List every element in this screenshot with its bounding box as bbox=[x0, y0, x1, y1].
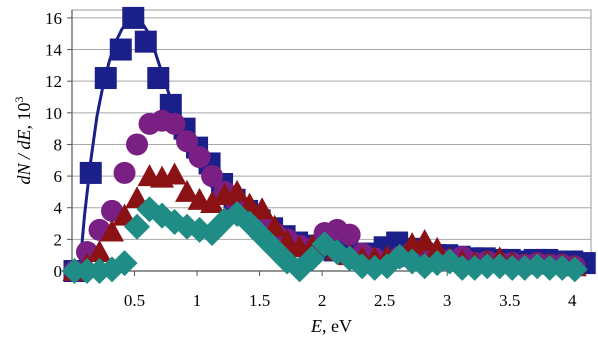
y-tick-label-8: 16 bbox=[45, 9, 62, 28]
y-tick-label-1: 2 bbox=[54, 230, 63, 249]
triangle-point-13 bbox=[225, 179, 250, 202]
y-axis-title: dN / dE, 103 bbox=[12, 96, 34, 184]
x-tick-label-0: 0.5 bbox=[124, 291, 145, 310]
y-tick-label-2: 4 bbox=[54, 199, 63, 218]
circle-point-4 bbox=[113, 161, 136, 184]
triangle-point-2 bbox=[87, 240, 112, 263]
x-tick-label-4: 2.5 bbox=[374, 291, 395, 310]
diamond-point-40 bbox=[561, 256, 588, 283]
triangle-point-15 bbox=[250, 197, 275, 220]
diamond-point-20 bbox=[311, 231, 338, 258]
triangle-point-9 bbox=[175, 179, 200, 202]
y-axis-title-variable: dN / dE bbox=[14, 129, 34, 184]
circle-point-3 bbox=[101, 199, 124, 222]
diamond-point-5 bbox=[124, 213, 151, 240]
y-tick-label-3: 6 bbox=[54, 167, 63, 186]
series-diamond bbox=[61, 196, 588, 284]
circle-point-9 bbox=[176, 130, 199, 153]
diamond-point-4 bbox=[111, 250, 138, 277]
x-tick-label-6: 3.5 bbox=[499, 291, 520, 310]
y-tick-label-4: 8 bbox=[54, 135, 63, 154]
x-tick-label-3: 2 bbox=[318, 291, 327, 310]
y-axis-title-unit: , 10 bbox=[14, 102, 34, 129]
square-point-3 bbox=[109, 38, 132, 61]
square-point-2 bbox=[94, 67, 117, 90]
x-tick-label-2: 1.5 bbox=[249, 291, 270, 310]
x-axis-title-variable: E bbox=[310, 316, 322, 336]
y-tick-label-0: 0 bbox=[54, 262, 63, 281]
x-tick-label-1: 1 bbox=[193, 291, 202, 310]
square-point-6 bbox=[147, 67, 170, 90]
circle-point-22 bbox=[338, 223, 361, 246]
triangle-point-5 bbox=[125, 186, 150, 209]
y-tick-label-5: 10 bbox=[45, 104, 62, 123]
triangle-point-29 bbox=[425, 236, 450, 259]
y-axis-title-exponent: 3 bbox=[12, 96, 26, 102]
square-point-1 bbox=[79, 161, 102, 184]
triangle-point-3 bbox=[100, 219, 125, 242]
circle-point-8 bbox=[163, 112, 186, 135]
circle-point-11 bbox=[201, 165, 224, 188]
triangle-point-8 bbox=[162, 162, 187, 185]
x-tick-label-7: 4 bbox=[568, 291, 577, 310]
x-tick-label-5: 3 bbox=[443, 291, 452, 310]
x-axis-title-unit: , eV bbox=[322, 316, 352, 336]
triangle-point-4 bbox=[112, 203, 137, 226]
circle-point-5 bbox=[126, 133, 149, 156]
triangle-point-28 bbox=[412, 228, 437, 251]
y-tick-label-6: 12 bbox=[45, 72, 62, 91]
diamond-point-16 bbox=[261, 235, 288, 262]
diamond-point-19 bbox=[299, 245, 326, 272]
y-tick-label-7: 14 bbox=[45, 41, 63, 60]
square-point-5 bbox=[134, 30, 157, 53]
triangle-point-11 bbox=[200, 190, 225, 213]
x-axis-title: E, eV bbox=[310, 316, 352, 336]
square-point-4 bbox=[122, 6, 145, 29]
circle-point-10 bbox=[188, 146, 211, 169]
